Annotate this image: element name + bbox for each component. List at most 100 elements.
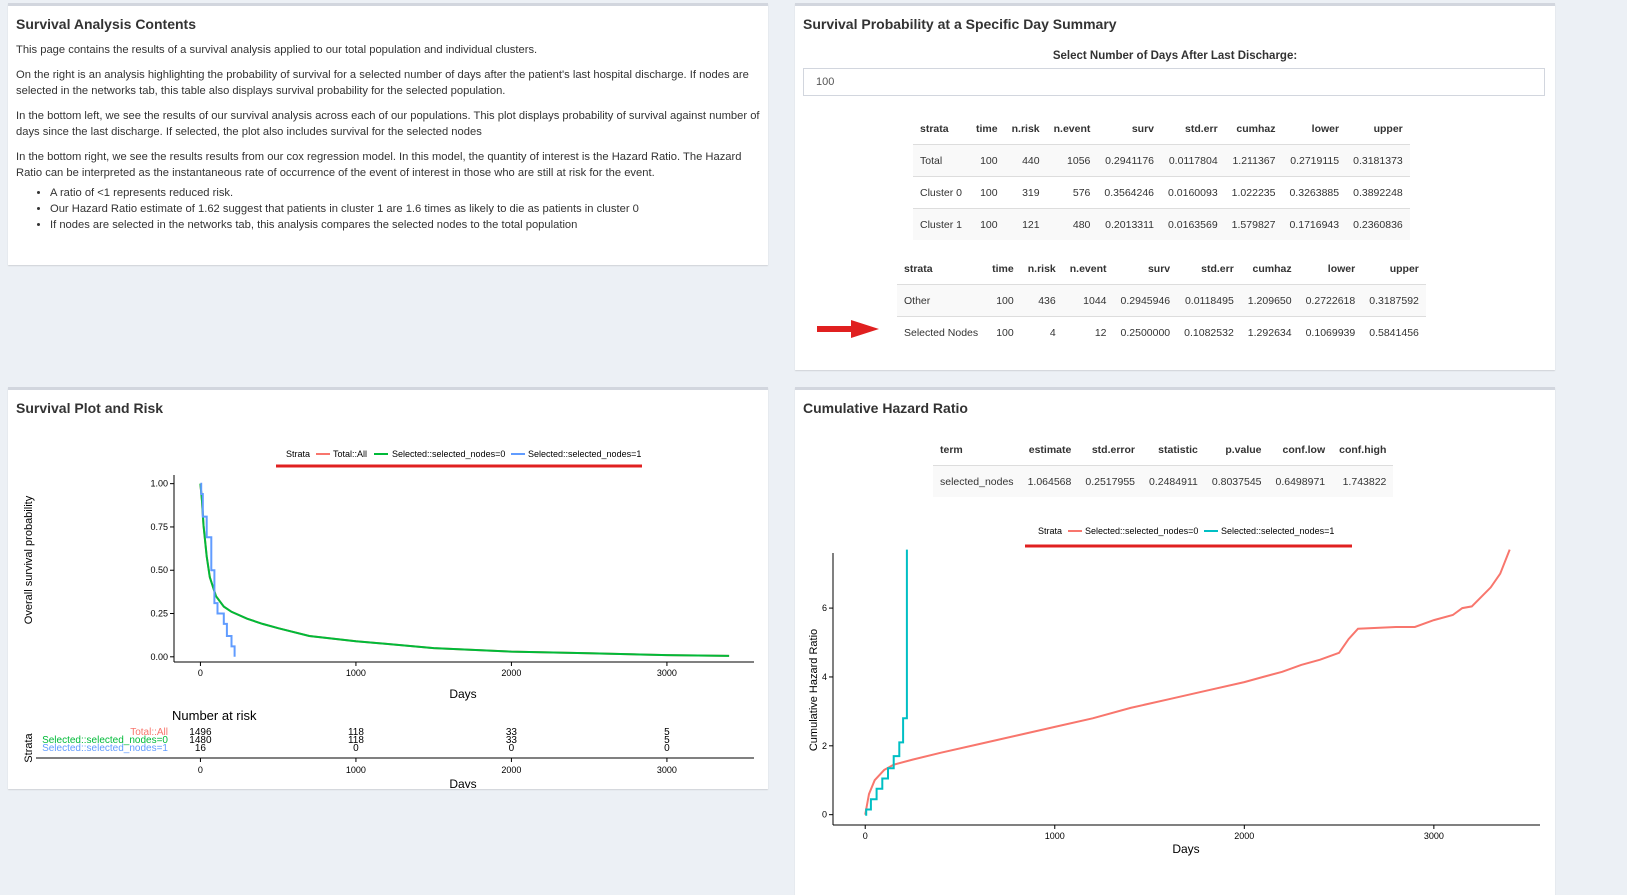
- risk-x-tick-label: 1000: [346, 765, 366, 775]
- column-header: strata: [904, 263, 933, 275]
- x-tick-label: 3000: [657, 668, 677, 678]
- table-cell: 0.0118495: [1177, 284, 1241, 317]
- haz-y-ticks: 0 2 4 6: [822, 603, 833, 820]
- column-header: std.err: [1201, 263, 1234, 275]
- x-tick-label: 1000: [1045, 831, 1065, 841]
- arrow-shape: [817, 320, 879, 338]
- risk-x-axis-label: Days: [449, 777, 476, 788]
- table-cell: 0.2360836: [1346, 208, 1410, 240]
- table-row: Cluster 0 100 319 576 0.3564246 0.0160093 1.02…: [913, 176, 1410, 209]
- table-cell: 440: [1004, 144, 1047, 177]
- table-cell: 100: [985, 316, 1021, 348]
- surv-legend: Strata Total::All Selected::selected_nod…: [276, 449, 642, 468]
- column-header: estimate: [1028, 444, 1072, 456]
- table-cell: 0.2013311: [1097, 208, 1162, 240]
- risk-x-tick-label: 0: [198, 765, 203, 775]
- table-cell: 0.2719115: [1282, 144, 1347, 177]
- column-header: n.risk: [1027, 263, 1056, 275]
- table-cell: 0.2722618: [1298, 284, 1363, 317]
- column-header: strata: [920, 123, 949, 135]
- table-cell: 0.2484911: [1142, 465, 1205, 497]
- column-header: n.risk: [1011, 123, 1040, 135]
- table-cell: 0.3181373: [1346, 144, 1410, 177]
- days-input[interactable]: 100: [803, 68, 1545, 96]
- x-tick-label: 3000: [1424, 831, 1444, 841]
- risk-strata-names: Total::AllSelected::selected_nodes=0Sele…: [42, 727, 168, 754]
- table-cell: Selected Nodes: [897, 316, 986, 348]
- y-tick-label: 0.75: [150, 522, 168, 532]
- surv-y-axis-label: Overall survival probability: [23, 495, 35, 624]
- y-tick-label: 0.50: [150, 565, 168, 575]
- table-cell: 0.8037545: [1204, 465, 1269, 497]
- contents-paragraph-3: In the bottom left, we see the results o…: [16, 110, 760, 138]
- table-cell: 1044: [1062, 284, 1114, 317]
- table-cell: 0.1082532: [1177, 316, 1241, 348]
- survival-probability-box: Survival Probability at a Specific Day S…: [795, 3, 1555, 370]
- table-cell: Cluster 1: [913, 208, 970, 240]
- cox-regression-table: term estimate std.error statistic p.value con…: [933, 435, 1394, 497]
- surv-legend-label-2: Selected::selected_nodes=1: [528, 449, 641, 459]
- contents-paragraph-2: On the right is an analysis highlighting…: [16, 69, 749, 97]
- x-tick-label: 2000: [1234, 831, 1254, 841]
- column-header: lower: [1327, 263, 1356, 275]
- surv-legend-title: Strata: [286, 449, 310, 459]
- column-header: p.value: [1225, 444, 1262, 456]
- contents-paragraph-1: This page contains the results of a surv…: [16, 44, 538, 56]
- prob-title: Survival Probability at a Specific Day S…: [803, 16, 1117, 32]
- risk-count: 118: [348, 735, 364, 746]
- table-cell: 1.064568: [1020, 465, 1079, 497]
- table-cell: 12: [1062, 316, 1114, 348]
- survival-plot-box: Survival Plot and Risk Strata Total::All…: [8, 387, 768, 789]
- series-line-2: [200, 482, 236, 657]
- contents-paragraph-4: In the bottom right, we see the results …: [16, 151, 742, 179]
- risk-count: 0: [664, 743, 670, 754]
- table-cell: 1.292634: [1240, 316, 1299, 348]
- column-header: n.event: [1069, 263, 1107, 275]
- series-line-1: [865, 549, 908, 816]
- strata-survival-table: strata time n.risk n.event surv std.err cumhaz…: [913, 114, 1410, 240]
- table-cell: 0.2500000: [1113, 316, 1178, 348]
- y-tick-label: 0.00: [150, 652, 168, 662]
- selected-nodes-survival-table: strata time n.risk n.event surv std.err cumhaz…: [897, 254, 1426, 348]
- table-cell: Other: [897, 284, 986, 317]
- column-header: conf.low: [1282, 444, 1326, 456]
- surv-title: Survival Plot and Risk: [16, 400, 164, 416]
- table-cell: 0.3892248: [1346, 176, 1410, 209]
- red-arrow-annotation: [817, 320, 879, 338]
- table-row: selected_nodes 1.064568 0.2517955 0.2484911…: [933, 465, 1394, 497]
- y-tick-label: 0: [822, 810, 827, 820]
- risk-x-ticks: 0 1000 2000 3000: [198, 758, 677, 775]
- haz-title: Cumulative Hazard Ratio: [803, 400, 968, 416]
- surv-axes: [173, 475, 754, 663]
- table-row: Other 100 436 1044 0.2945946 0.0118495 1.20965…: [897, 284, 1426, 317]
- table-cell: 0.3263885: [1282, 176, 1347, 209]
- table-cell: 0.2517955: [1078, 465, 1142, 497]
- table-cell: 0.6498971: [1268, 465, 1333, 497]
- table-cell: selected_nodes: [933, 465, 1021, 497]
- table-cell: 0.2941176: [1097, 144, 1162, 177]
- column-header: std.error: [1091, 444, 1135, 456]
- table-cell: 100: [969, 144, 1005, 177]
- risk-strata-name: Selected::selected_nodes=0: [42, 735, 168, 746]
- risk-strata-name: Selected::selected_nodes=1: [42, 743, 168, 754]
- days-input-label: Select Number of Days After Last Dischar…: [1052, 50, 1298, 62]
- table-cell: 1.209650: [1240, 284, 1299, 317]
- surv-x-ticks: 0 1000 2000 3000: [198, 662, 677, 678]
- column-header: surv: [1131, 123, 1155, 135]
- column-header: std.err: [1184, 123, 1218, 135]
- y-tick-label: 4: [822, 672, 827, 682]
- column-header: term: [940, 444, 963, 456]
- table-cell: 436: [1020, 284, 1063, 317]
- table-cell: 0.3187592: [1362, 284, 1426, 317]
- risk-count: 5: [664, 727, 670, 738]
- table-cell: 0.5841456: [1362, 316, 1426, 348]
- column-header: surv: [1147, 263, 1171, 275]
- x-tick-label: 2000: [501, 668, 521, 678]
- column-header: statistic: [1158, 444, 1198, 456]
- table-cell: 0.1716943: [1282, 208, 1347, 240]
- series-line-0: [199, 483, 730, 657]
- column-header: time: [976, 123, 998, 135]
- cumulative-hazard-plot-svg: Strata Selected::selected_nodes=0 Select…: [808, 526, 1540, 856]
- column-header: cumhaz: [1252, 263, 1292, 275]
- contents-bullet-list: A ratio of <1 represents reduced risk. O…: [16, 185, 760, 233]
